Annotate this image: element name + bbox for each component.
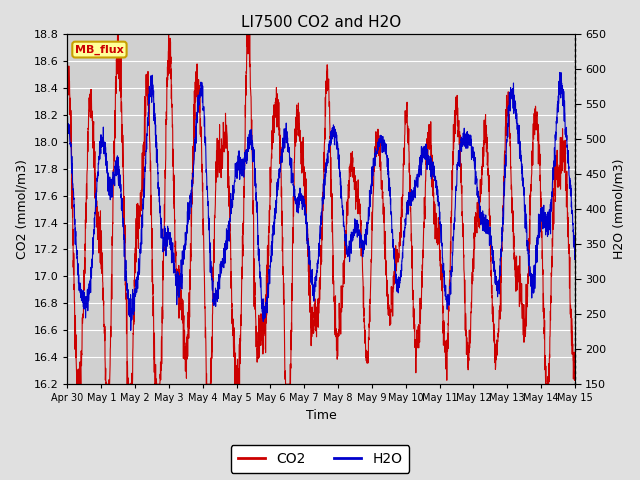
X-axis label: Time: Time bbox=[306, 409, 337, 422]
CO2 bbox=[63, 60, 71, 66]
H2O bbox=[571, 237, 579, 242]
Title: LI7500 CO2 and H2O: LI7500 CO2 and H2O bbox=[241, 15, 401, 30]
CO2 bbox=[114, 31, 122, 37]
Text: MB_flux: MB_flux bbox=[75, 45, 124, 55]
CO2 bbox=[122, 295, 129, 301]
H2O bbox=[507, 102, 515, 108]
H2O bbox=[63, 113, 71, 119]
Legend: CO2, H2O: CO2, H2O bbox=[230, 445, 410, 473]
CO2 bbox=[571, 365, 579, 371]
H2O bbox=[556, 70, 563, 75]
Line: H2O: H2O bbox=[67, 72, 575, 330]
H2O bbox=[127, 327, 134, 333]
Y-axis label: H2O (mmol/m3): H2O (mmol/m3) bbox=[612, 159, 625, 259]
H2O bbox=[152, 122, 159, 128]
H2O bbox=[259, 308, 266, 314]
CO2 bbox=[280, 325, 288, 331]
H2O bbox=[561, 132, 569, 137]
CO2 bbox=[259, 328, 266, 334]
CO2 bbox=[73, 381, 81, 387]
H2O bbox=[122, 264, 129, 269]
Line: CO2: CO2 bbox=[67, 34, 575, 384]
CO2 bbox=[507, 165, 515, 171]
H2O bbox=[280, 126, 288, 132]
CO2 bbox=[152, 381, 159, 387]
CO2 bbox=[561, 152, 569, 157]
Y-axis label: CO2 (mmol/m3): CO2 (mmol/m3) bbox=[15, 159, 28, 259]
